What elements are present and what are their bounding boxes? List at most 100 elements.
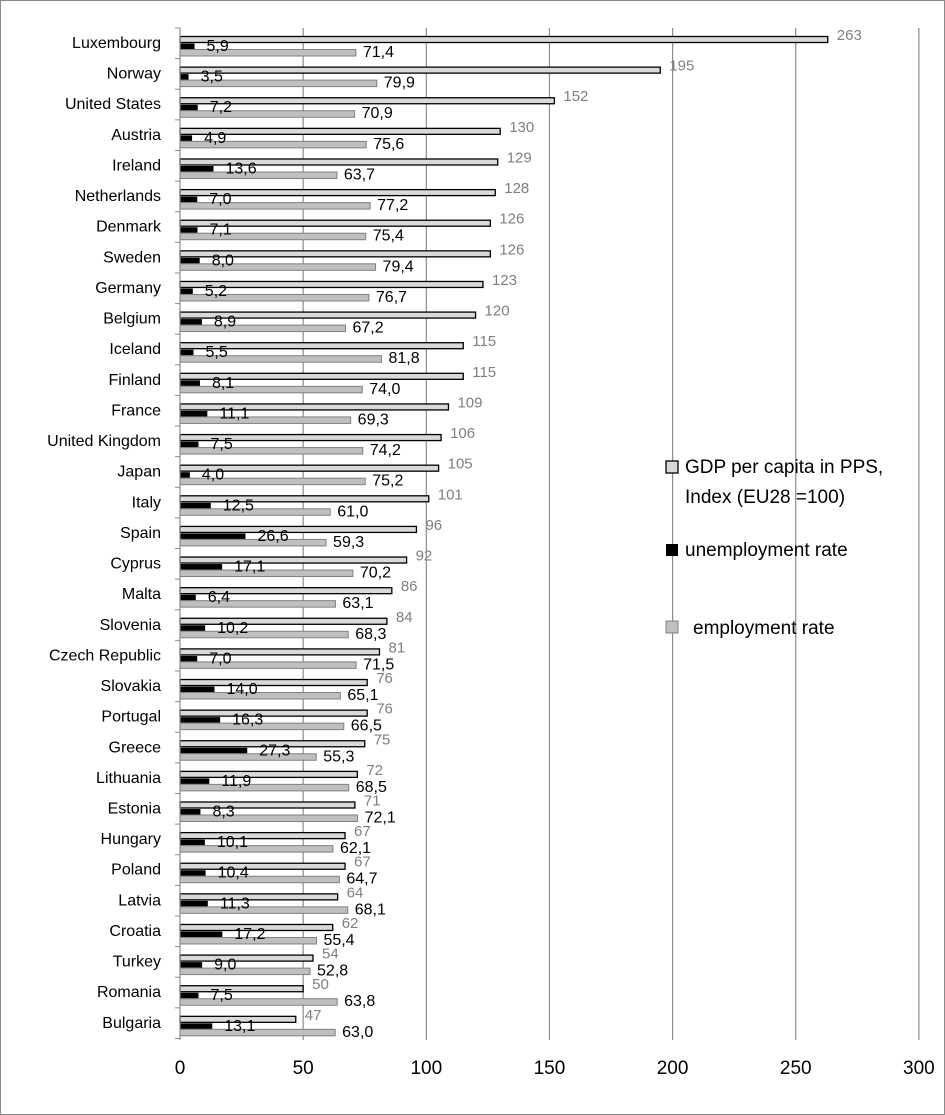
category-label: Ireland — [112, 157, 161, 174]
unemployment-bar — [180, 74, 189, 80]
unemployment-value-label: 13,6 — [225, 160, 256, 177]
category-label: Romania — [97, 984, 161, 1001]
employment-bar — [179, 232, 367, 241]
unemployment-value-label: 11,3 — [220, 895, 250, 912]
employment-value-label: 71,5 — [363, 656, 394, 673]
unemployment-value-label: 4,9 — [204, 130, 226, 147]
gdp-value-label: 105 — [448, 456, 473, 473]
employment-value-label: 75,4 — [373, 228, 404, 245]
category-label: Portugal — [101, 709, 161, 726]
gdp-value-label: 130 — [509, 119, 534, 136]
employment-value-label: 70,2 — [360, 565, 391, 582]
unemployment-bar — [180, 410, 208, 417]
unemployment-bar — [180, 196, 198, 203]
employment-value-label: 55,4 — [323, 932, 354, 949]
employment-bar — [179, 263, 377, 271]
x-tick-label: 100 — [410, 1058, 442, 1079]
unemployment-value-label: 7,2 — [210, 99, 232, 116]
employment-value-label: 64,7 — [346, 871, 377, 888]
unemployment-bar — [180, 747, 248, 754]
employment-value-label: 74,0 — [369, 381, 400, 398]
unemployment-value-label: 8,1 — [212, 375, 234, 392]
unemployment-value-label: 11,1 — [219, 405, 249, 422]
gdp-value-label: 129 — [507, 149, 532, 166]
employment-value-label: 62,1 — [340, 840, 371, 857]
category-label: Japan — [117, 464, 161, 481]
unemployment-value-label: 8,0 — [212, 252, 234, 269]
employment-value-label: 76,7 — [376, 289, 407, 306]
legend: GDP per capita in PPS, Index (EU28 =100) u… — [665, 457, 883, 639]
gdp-value-label: 120 — [485, 303, 510, 320]
unemployment-bar — [180, 441, 199, 448]
gdp-value-label: 47 — [305, 1007, 322, 1024]
category-label: Sweden — [103, 249, 161, 266]
category-label: Estonia — [108, 801, 161, 818]
gdp-bar — [179, 495, 430, 503]
employment-value-label: 63,8 — [344, 993, 375, 1010]
gdp-value-label: 115 — [472, 333, 496, 350]
employment-value-label: 74,2 — [370, 442, 401, 459]
unemployment-value-label: 17,1 — [234, 559, 265, 576]
gdp-value-label: 92 — [416, 548, 433, 565]
category-label: Iceland — [109, 341, 161, 358]
employment-value-label: 77,2 — [377, 197, 408, 214]
unemployment-bar — [180, 686, 215, 693]
x-tick-label: 50 — [293, 1058, 314, 1079]
employment-value-label: 63,0 — [342, 1024, 373, 1041]
unemployment-value-label: 11,9 — [221, 773, 251, 790]
legend-label-gdp-line2: Index (EU28 =100) — [685, 487, 845, 508]
unemployment-bar — [180, 625, 206, 631]
employment-bar — [179, 447, 364, 455]
employment-value-label: 52,8 — [317, 963, 348, 980]
unemployment-value-label: 9,0 — [214, 957, 236, 974]
employment-value-label: 67,2 — [353, 320, 384, 337]
unemployment-bar — [180, 655, 198, 662]
employment-value-label: 68,5 — [356, 779, 387, 796]
unemployment-bar — [180, 43, 195, 49]
gdp-bar — [179, 801, 356, 809]
unemployment-value-label: 10,4 — [218, 865, 249, 882]
x-tick-label: 250 — [780, 1058, 812, 1079]
employment-value-label: 79,9 — [384, 75, 415, 92]
gdp-value-label: 75 — [374, 731, 391, 748]
employment-bar — [179, 171, 338, 179]
category-label: Norway — [107, 66, 161, 83]
unemployment-bar — [180, 931, 223, 937]
employment-value-label: 79,4 — [383, 258, 414, 275]
employment-value-label: 75,2 — [372, 473, 403, 490]
unemployment-bar — [180, 257, 200, 264]
unemployment-bar — [180, 104, 198, 111]
category-label: Slovenia — [100, 617, 161, 634]
category-label: Latvia — [118, 892, 161, 909]
category-label: Spain — [120, 525, 161, 542]
employment-bar — [179, 508, 331, 516]
gdp-value-label: 81 — [389, 639, 406, 656]
unemployment-value-label: 10,2 — [217, 620, 248, 637]
gdp-value-label: 195 — [669, 58, 694, 75]
gdp-value-label: 96 — [425, 517, 442, 534]
gdp-value-label: 84 — [396, 609, 413, 626]
unemployment-value-label: 14,0 — [226, 681, 257, 698]
employment-bar — [179, 783, 350, 792]
unemployment-value-label: 7,1 — [209, 222, 231, 239]
category-label: Denmark — [96, 219, 162, 236]
unemployment-bar — [180, 717, 221, 723]
unemployment-bar — [180, 594, 196, 601]
employment-value-label: 59,3 — [333, 534, 364, 551]
unemployment-value-label: 8,9 — [214, 314, 236, 331]
employment-bar — [179, 692, 341, 700]
unemployment-bar — [180, 349, 194, 356]
unemployment-value-label: 16,3 — [232, 712, 263, 729]
gdp-value-label: 76 — [376, 670, 393, 687]
gdp-value-label: 152 — [563, 88, 588, 105]
employment-bar — [179, 845, 334, 853]
employment-bar — [179, 569, 354, 578]
employment-value-label: 65,1 — [347, 687, 378, 704]
employment-bar — [179, 814, 359, 822]
category-label: Austria — [111, 127, 161, 144]
category-label: Slovakia — [101, 678, 162, 695]
category-label: France — [111, 402, 161, 419]
employment-value-label: 69,3 — [358, 411, 389, 428]
gdp-bar — [179, 66, 661, 74]
